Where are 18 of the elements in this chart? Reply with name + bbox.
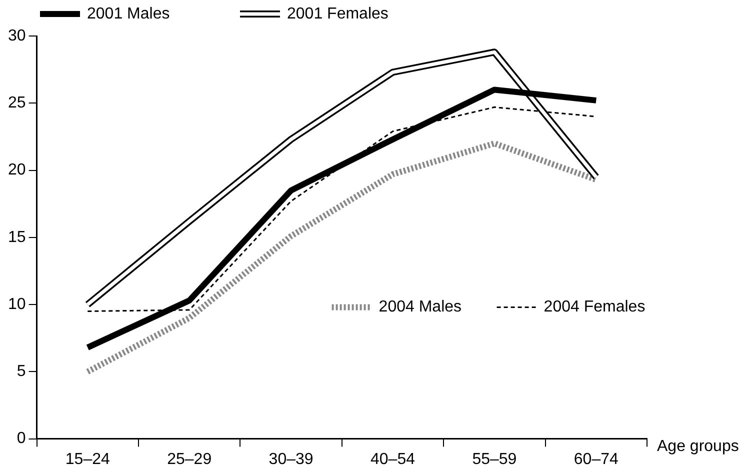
x-axis-title: Age groups — [657, 438, 739, 456]
legend-label: 2004 Males — [378, 298, 462, 316]
legend-label: 2004 Females — [544, 298, 646, 316]
legend-label: 2001 Males — [87, 5, 170, 22]
x-tick-label: 25–29 — [167, 450, 212, 468]
x-tick-label: 15–24 — [65, 450, 110, 468]
y-tick-label: 0 — [16, 430, 26, 448]
y-tick-label: 10 — [8, 296, 26, 313]
legend-label: 2001 Females — [287, 5, 388, 22]
y-tick-label: 25 — [8, 94, 26, 112]
x-tick-label: 60–74 — [574, 450, 618, 468]
y-tick-label: 15 — [8, 228, 26, 246]
x-tick-label: 30–39 — [268, 450, 314, 468]
y-tick-label: 20 — [8, 162, 26, 179]
x-tick-label: 55–59 — [472, 450, 517, 468]
x-tick-label: 40–54 — [370, 450, 416, 468]
y-tick-label: 5 — [16, 363, 26, 380]
y-tick-label: 30 — [8, 27, 26, 44]
